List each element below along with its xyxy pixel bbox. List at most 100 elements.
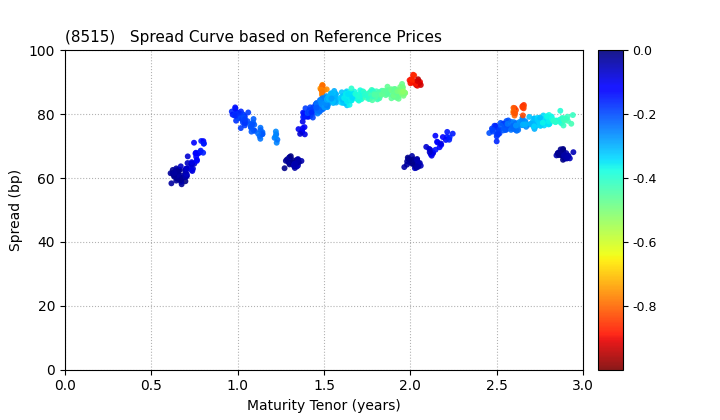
Point — [538, 112, 549, 119]
Point — [256, 129, 268, 136]
Point — [256, 131, 268, 138]
Point — [380, 92, 392, 99]
Point — [371, 91, 382, 97]
Point — [397, 85, 408, 92]
Point — [535, 122, 546, 129]
Point — [316, 87, 328, 94]
Point — [336, 99, 347, 106]
Point — [305, 109, 316, 116]
Point — [353, 92, 364, 98]
Point — [430, 132, 441, 139]
Point — [171, 175, 183, 182]
Point — [289, 162, 301, 168]
Point — [388, 88, 400, 95]
Point — [329, 94, 341, 101]
Point — [289, 162, 301, 168]
Point — [561, 155, 572, 161]
Point — [562, 153, 573, 160]
Point — [510, 122, 522, 129]
Point — [400, 89, 411, 96]
Point — [511, 127, 523, 134]
Point — [424, 149, 436, 155]
Point — [389, 94, 400, 100]
Point — [320, 93, 332, 100]
Point — [372, 92, 384, 98]
Point — [345, 97, 356, 104]
Point — [323, 101, 334, 108]
Point — [322, 98, 333, 105]
Point — [329, 98, 341, 105]
Point — [186, 168, 198, 174]
Point — [195, 138, 207, 144]
Point — [312, 103, 324, 110]
Point — [283, 158, 294, 165]
Point — [303, 109, 315, 116]
Point — [300, 105, 311, 112]
Point — [284, 154, 295, 160]
Point — [230, 113, 241, 119]
Point — [296, 158, 307, 164]
Point — [493, 126, 505, 133]
Point — [406, 157, 418, 164]
Point — [317, 92, 328, 99]
Point — [500, 118, 512, 124]
Point — [557, 152, 568, 159]
Point — [171, 167, 182, 173]
Point — [372, 91, 384, 98]
Point — [432, 139, 444, 146]
Point — [534, 120, 546, 127]
Point — [298, 110, 310, 117]
Point — [279, 165, 290, 172]
Point — [344, 97, 356, 103]
Point — [173, 171, 184, 177]
Point — [311, 105, 323, 111]
Point — [327, 94, 338, 101]
Point — [517, 112, 528, 119]
Point — [513, 126, 524, 133]
Point — [364, 89, 376, 95]
Point — [391, 94, 402, 101]
Point — [322, 102, 333, 109]
Point — [487, 128, 499, 135]
Point — [384, 91, 395, 97]
Point — [503, 123, 514, 130]
Point — [350, 91, 361, 97]
Point — [542, 114, 554, 121]
Point — [195, 147, 207, 154]
Point — [306, 108, 318, 115]
Point — [346, 97, 357, 103]
Point — [317, 82, 328, 89]
Point — [558, 152, 570, 159]
Point — [330, 91, 342, 97]
Point — [309, 109, 320, 116]
Point — [336, 89, 348, 96]
Point — [556, 116, 567, 123]
Point — [313, 104, 325, 110]
Point — [345, 96, 356, 102]
Point — [431, 138, 443, 145]
Point — [236, 116, 248, 123]
Point — [532, 117, 544, 123]
Point — [534, 119, 545, 126]
Point — [235, 125, 246, 131]
Point — [255, 124, 266, 131]
Point — [330, 90, 341, 97]
Point — [387, 92, 399, 99]
Point — [412, 78, 423, 84]
Point — [492, 126, 504, 133]
Point — [494, 130, 505, 136]
Point — [228, 112, 240, 119]
Point — [551, 117, 562, 124]
Point — [491, 133, 503, 140]
Point — [388, 92, 400, 99]
Point — [567, 149, 579, 155]
Point — [400, 89, 411, 96]
Point — [382, 90, 393, 97]
Point — [407, 78, 418, 85]
Point — [508, 124, 520, 131]
Point — [410, 81, 422, 88]
Point — [427, 150, 438, 157]
Point — [557, 146, 569, 152]
Point — [414, 160, 426, 166]
Point — [359, 92, 371, 98]
